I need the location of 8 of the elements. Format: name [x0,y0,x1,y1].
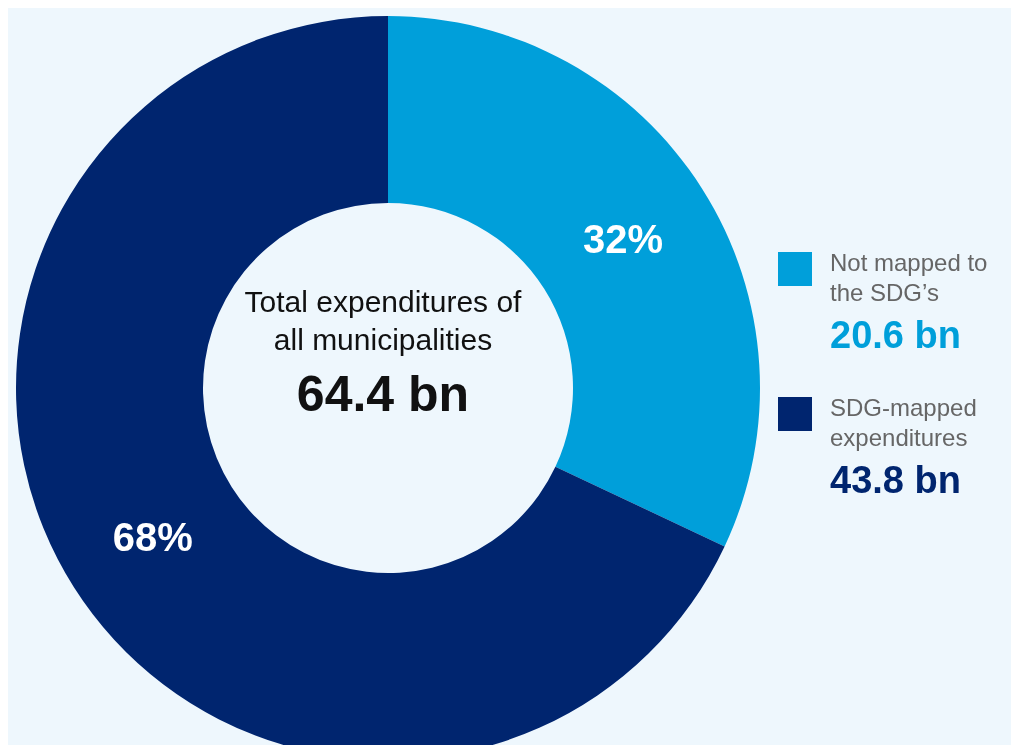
text: Total expenditures of all municipalities [243,284,523,358]
text: 43.8 bn [830,459,962,502]
legend-label: Not mapped to the SDG’s [830,248,989,308]
text: 64.4 bn [295,365,471,423]
legend-label: SDG-mapped expenditures [830,393,978,453]
text: 20.6 bn [830,314,962,357]
data-label: 68% [112,515,193,560]
data-label: 32% [583,216,664,261]
